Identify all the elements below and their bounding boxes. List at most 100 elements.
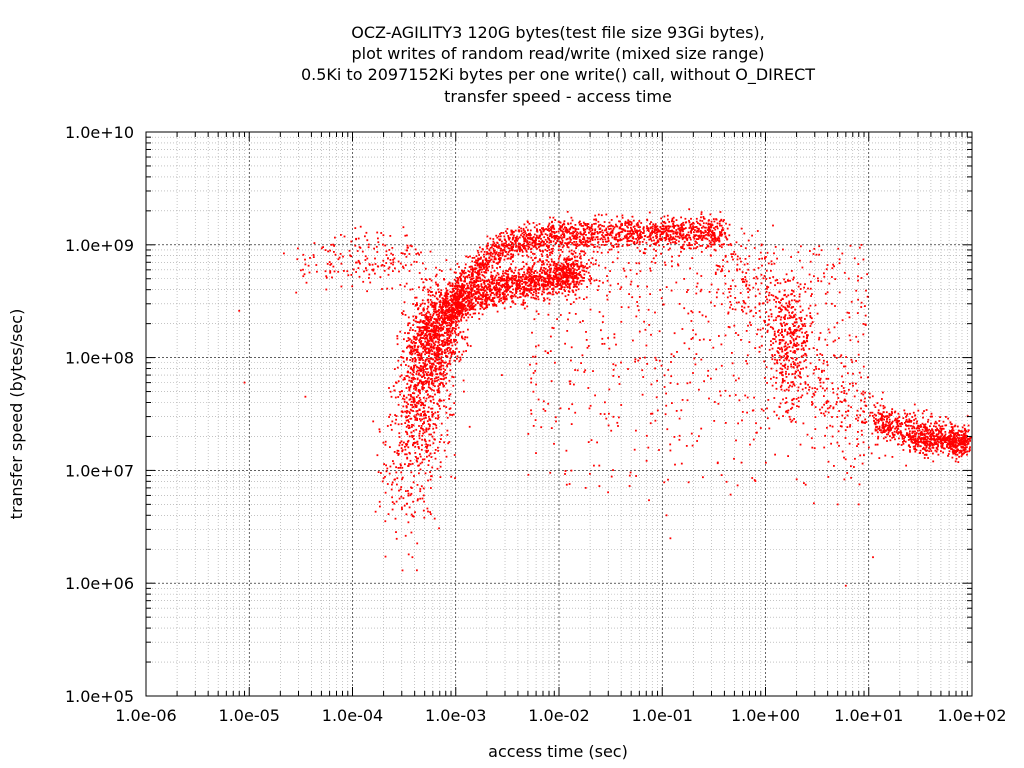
data-point — [396, 477, 399, 480]
data-point — [410, 339, 413, 342]
data-point — [568, 283, 571, 286]
data-point — [461, 336, 463, 339]
data-point — [593, 233, 596, 236]
data-point — [556, 240, 559, 243]
data-point — [443, 377, 446, 380]
data-point — [427, 317, 429, 320]
data-point — [350, 255, 353, 258]
data-point — [543, 280, 545, 283]
data-point — [453, 287, 456, 290]
data-point — [467, 285, 469, 287]
data-point — [464, 277, 466, 280]
data-point — [641, 236, 643, 239]
data-point — [439, 371, 442, 374]
data-point — [415, 459, 418, 462]
data-point — [438, 336, 441, 339]
data-point — [543, 236, 546, 239]
data-point — [427, 386, 430, 389]
data-point — [628, 244, 631, 246]
data-point — [607, 225, 610, 228]
data-point — [491, 300, 493, 302]
data-point — [400, 423, 403, 425]
data-point — [546, 269, 549, 272]
data-point — [489, 290, 492, 293]
data-point — [707, 223, 710, 226]
data-point — [546, 284, 549, 287]
data-point — [405, 405, 408, 407]
data-point — [456, 290, 459, 292]
data-point — [552, 226, 555, 229]
data-point — [626, 243, 629, 246]
data-point — [519, 296, 522, 298]
data-point — [428, 349, 431, 352]
data-point — [578, 221, 580, 224]
data-point — [401, 478, 403, 481]
data-point — [411, 396, 414, 399]
data-point — [520, 303, 523, 306]
data-point — [516, 250, 518, 253]
data-point — [457, 310, 460, 313]
data-point — [491, 281, 494, 283]
data-point — [649, 223, 651, 225]
data-point — [435, 326, 437, 329]
data-point — [498, 238, 501, 241]
data-point — [512, 288, 515, 291]
data-point — [471, 316, 473, 318]
data-point — [604, 229, 606, 232]
data-point — [491, 266, 494, 269]
data-point — [639, 226, 641, 228]
data-point — [446, 434, 449, 436]
data-point — [559, 278, 562, 281]
data-point — [465, 275, 467, 278]
data-point — [455, 328, 457, 330]
data-point — [437, 338, 439, 341]
data-point — [528, 271, 530, 274]
data-point — [427, 298, 429, 301]
data-point — [449, 357, 452, 360]
data-point — [446, 356, 449, 358]
data-point — [725, 236, 728, 239]
data-point — [302, 268, 304, 271]
data-point — [714, 238, 717, 241]
data-point — [505, 295, 508, 297]
data-point — [445, 327, 448, 330]
data-point — [655, 237, 658, 239]
data-point — [697, 238, 700, 240]
data-point — [441, 317, 443, 319]
data-point — [715, 240, 717, 242]
data-point — [493, 282, 496, 284]
data-point — [423, 381, 425, 383]
data-point — [484, 262, 486, 265]
data-point — [418, 359, 421, 361]
data-point — [384, 440, 387, 443]
data-point — [437, 352, 440, 355]
data-point — [484, 299, 486, 301]
data-point — [450, 284, 452, 287]
data-point — [408, 379, 411, 382]
data-point — [302, 275, 305, 278]
data-point — [421, 343, 423, 346]
data-point — [429, 362, 431, 365]
data-point — [477, 270, 479, 272]
data-point — [493, 285, 496, 288]
data-point — [434, 281, 437, 284]
data-point — [399, 375, 402, 378]
data-point — [628, 240, 631, 242]
data-point — [443, 449, 446, 452]
data-point — [428, 427, 431, 430]
data-point — [400, 356, 402, 358]
data-point — [333, 270, 336, 273]
data-point — [506, 257, 509, 260]
data-point — [413, 387, 415, 390]
data-point — [513, 282, 516, 284]
data-point — [488, 298, 491, 301]
data-point — [607, 251, 609, 254]
data-point — [523, 239, 526, 242]
data-point — [709, 213, 712, 216]
data-point — [559, 221, 562, 224]
data-point — [443, 321, 445, 324]
data-point — [446, 322, 449, 324]
data-point — [489, 254, 492, 257]
data-point — [506, 273, 509, 276]
data-point — [570, 226, 572, 229]
